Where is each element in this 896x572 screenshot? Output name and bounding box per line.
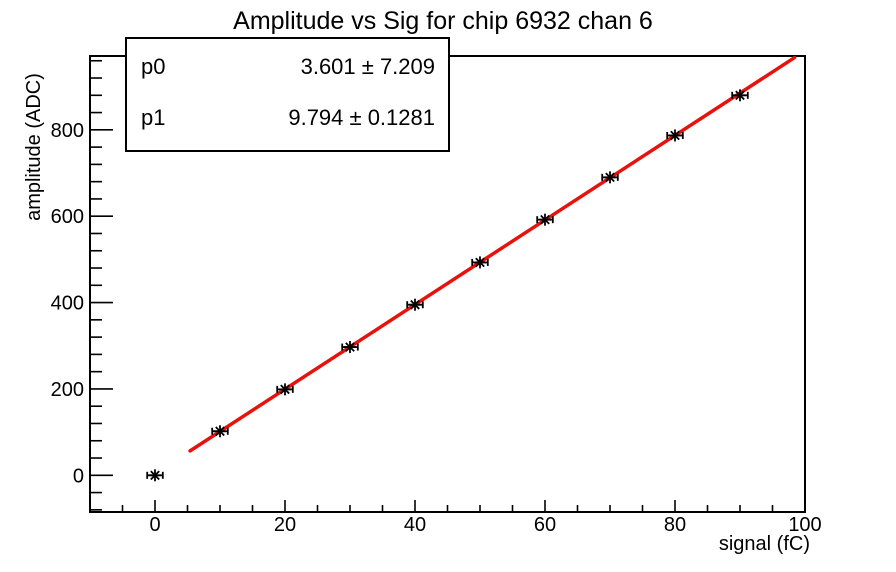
stats-row-p0: p0 3.601 ± 7.209 xyxy=(141,56,435,78)
fit-stats-box: p0 3.601 ± 7.209 p1 9.794 ± 0.1281 xyxy=(125,37,450,152)
fit-param-p1-value: 9.794 ± 0.1281 xyxy=(288,105,435,130)
x-tick-label: 20 xyxy=(274,514,296,536)
x-axis-ticks xyxy=(89,500,806,512)
y-axis-title: amplitude (ADC) xyxy=(23,73,45,221)
data-point xyxy=(471,256,489,269)
x-tick-label: 0 xyxy=(149,514,160,536)
x-tick-label: 100 xyxy=(788,514,821,536)
fit-param-p1-label: p1 xyxy=(141,105,166,130)
y-tick-label: 200 xyxy=(51,379,84,401)
y-tick-label: 0 xyxy=(73,465,84,487)
chart-title: Amplitude vs Sig for chip 6932 chan 6 xyxy=(233,7,653,35)
x-tick-label: 80 xyxy=(664,514,686,536)
data-point xyxy=(146,469,164,482)
data-point xyxy=(731,89,749,102)
y-tick-label: 400 xyxy=(51,293,84,315)
fit-param-p0-value: 3.601 ± 7.209 xyxy=(300,54,435,79)
y-tick-labels: 0 200 400 600 800 xyxy=(51,120,84,487)
y-tick-label: 600 xyxy=(51,206,84,228)
data-point xyxy=(341,341,359,354)
x-axis-title: signal (fC) xyxy=(718,533,810,555)
data-point xyxy=(211,425,229,438)
y-axis-ticks xyxy=(90,59,113,511)
x-tick-labels: 0 20 40 60 80 100 xyxy=(149,514,821,536)
data-point xyxy=(666,129,684,142)
data-point xyxy=(276,383,294,396)
data-point xyxy=(601,171,619,184)
data-point xyxy=(536,213,554,226)
y-tick-label: 800 xyxy=(51,120,84,142)
x-tick-label: 60 xyxy=(534,514,556,536)
fit-param-p0-label: p0 xyxy=(141,54,166,79)
fit-line xyxy=(188,55,797,453)
data-point xyxy=(406,298,424,311)
x-tick-label: 40 xyxy=(404,514,426,536)
stats-row-p1: p1 9.794 ± 0.1281 xyxy=(141,107,435,129)
